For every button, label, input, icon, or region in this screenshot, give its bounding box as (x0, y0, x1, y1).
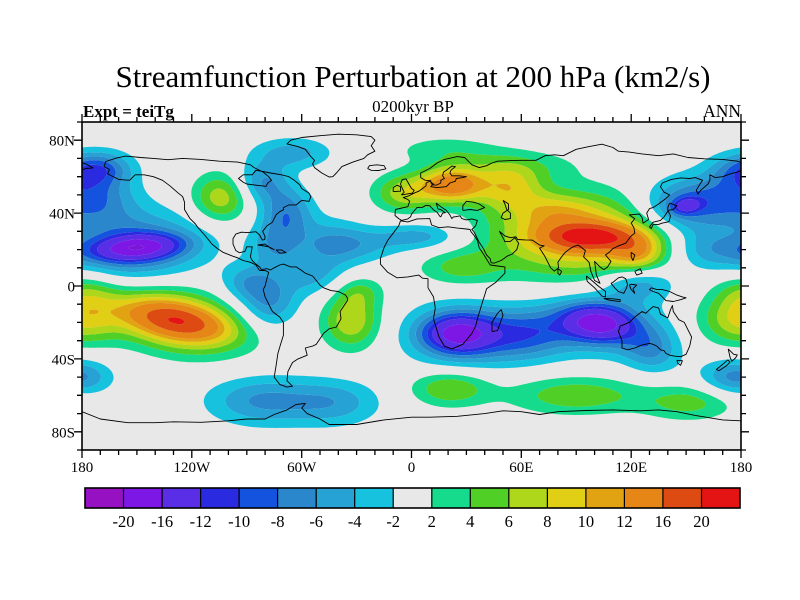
svg-text:40N: 40N (49, 207, 75, 223)
svg-text:-16: -16 (151, 512, 173, 531)
svg-text:180: 180 (730, 460, 753, 476)
svg-text:180: 180 (71, 460, 94, 476)
svg-text:120W: 120W (173, 460, 211, 476)
svg-text:Streamfunction Perturbation at: Streamfunction Perturbation at 200 hPa (… (116, 59, 711, 94)
svg-text:0: 0 (68, 280, 76, 296)
svg-text:ANN: ANN (703, 101, 741, 121)
svg-text:Expt = teiTg: Expt = teiTg (83, 102, 174, 121)
svg-text:-10: -10 (228, 512, 250, 531)
svg-text:16: 16 (655, 512, 672, 531)
svg-text:6: 6 (505, 512, 513, 531)
svg-text:60E: 60E (509, 460, 533, 476)
svg-text:2: 2 (428, 512, 436, 531)
svg-text:10: 10 (578, 512, 595, 531)
svg-text:60W: 60W (287, 460, 317, 476)
svg-text:-6: -6 (309, 512, 323, 531)
svg-text:-12: -12 (190, 512, 212, 531)
svg-text:8: 8 (543, 512, 551, 531)
svg-text:12: 12 (616, 512, 633, 531)
svg-text:40S: 40S (52, 352, 75, 368)
svg-text:0200kyr BP: 0200kyr BP (372, 97, 454, 116)
svg-text:-20: -20 (113, 512, 135, 531)
svg-text:4: 4 (466, 512, 474, 531)
svg-text:120E: 120E (615, 460, 647, 476)
svg-text:-2: -2 (386, 512, 400, 531)
svg-text:80S: 80S (52, 425, 75, 441)
svg-text:-4: -4 (348, 512, 362, 531)
svg-text:0: 0 (408, 460, 416, 476)
svg-text:20: 20 (693, 512, 710, 531)
svg-text:-8: -8 (271, 512, 285, 531)
svg-text:80N: 80N (49, 134, 75, 150)
